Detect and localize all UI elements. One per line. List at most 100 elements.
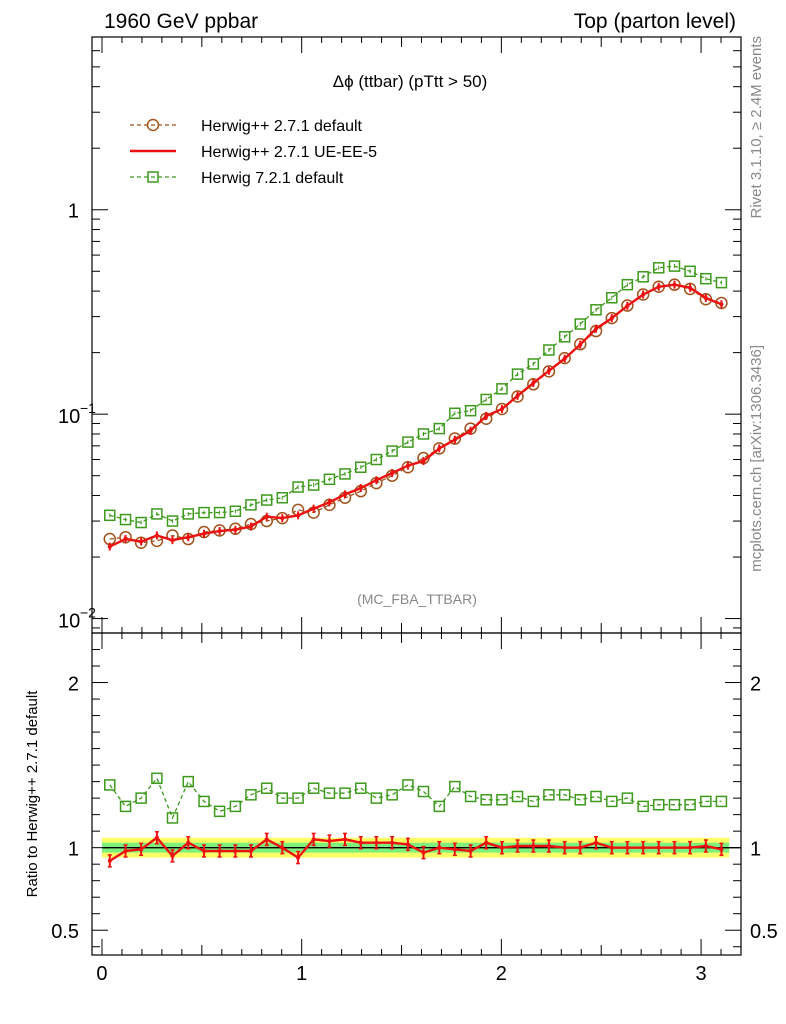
ratio-ue-ee5-point [374, 840, 379, 845]
herwig721-point [684, 265, 696, 278]
ratio-xtick-labels: 0 1 2 3 [96, 963, 706, 985]
ue-ee5-point [719, 302, 724, 307]
ratio-ue-ee5-point [123, 848, 128, 853]
ratio-ue-ee5-point [437, 845, 442, 850]
ratio-herwig721-point [558, 789, 571, 801]
ue-ee5-point [656, 284, 661, 289]
ratio-ue-ee5-point [390, 840, 395, 845]
ue-ee5-point [358, 486, 363, 491]
legend-label-3: Herwig 7.2.1 default [201, 170, 344, 187]
watermark: (MC_FBA_TTBAR) [357, 591, 477, 607]
ue-ee5-point [233, 527, 238, 532]
ratio-herwig721-point [621, 792, 634, 804]
herwig721-point [229, 505, 242, 517]
ratio-herwig721-point [292, 792, 304, 804]
ue-ee5-point [703, 296, 708, 301]
ratio-herwig721-point [543, 789, 555, 801]
ratio-ue-ee5-point [688, 845, 693, 850]
herwig721-point [182, 508, 195, 520]
ratio-ue-ee5-point [280, 845, 285, 850]
ratio-ue-ee5-point [562, 845, 567, 850]
ratio-ue-ee5-point [531, 844, 536, 849]
ratio-ue-ee5-point [296, 855, 301, 860]
ue-ee5-point [170, 538, 175, 543]
herwig721-point [213, 506, 226, 519]
herwig721-point [606, 292, 618, 304]
ue-ee5-point [202, 531, 207, 536]
ratio-herwig721-point [574, 794, 586, 806]
main-frame [91, 36, 742, 634]
main-ytick-exp: −1 [80, 400, 96, 416]
main-ytick-labels: 10 −210 −11 [58, 201, 96, 633]
ratio-herwig721-point [433, 800, 446, 813]
xtick-label: 2 [496, 963, 507, 985]
ue-ee5-point [405, 463, 410, 468]
ratio-ytick-label-right: 2 [750, 674, 761, 696]
ue-ee5-point [217, 529, 222, 534]
ratio-ue-ee5-point [578, 845, 583, 850]
ratio-herwig721-point [606, 795, 618, 808]
ue-ee5-point [107, 544, 112, 549]
ue-ee5-point [546, 368, 551, 373]
ratio-ue-ee5-point [609, 845, 614, 850]
ue-ee5-point [311, 506, 316, 511]
ratio-ue-ee5-point [264, 837, 269, 842]
ue-ee5-point [248, 524, 253, 529]
herwigpp-default-point [605, 311, 619, 325]
ratio-ue-ee5-point [217, 848, 222, 853]
ratio-ue-ee5-point [358, 840, 363, 845]
ratio-ue-ee5-point [202, 848, 207, 853]
herwig721-point [449, 407, 461, 420]
ue-ee5-point [578, 342, 583, 347]
ratio-ue-ee5-point [546, 844, 551, 849]
ratio-herwig721-point [119, 800, 132, 813]
ratio-ue-ee5-point [327, 839, 332, 844]
herwig721-point [433, 422, 446, 435]
ue-ee5-point [186, 535, 191, 540]
main-series [103, 260, 728, 551]
ratio-ue-ee5-point [719, 847, 724, 852]
main-ytick-label: 10 −2 [58, 605, 96, 633]
ratio-herwig721-point [260, 782, 273, 794]
ratio-herwig721-point [151, 772, 163, 785]
xtick-label: 1 [296, 963, 307, 985]
herwig721-point [621, 278, 634, 291]
herwig721-point [637, 271, 649, 283]
ue-ee5-point [343, 492, 348, 497]
herwig721-point [323, 473, 336, 486]
herwig721-point [402, 436, 414, 448]
herwigpp-default-point [542, 365, 556, 378]
herwig721-point [245, 499, 257, 511]
herwig721-point [386, 445, 398, 457]
ratio-ue-ee5-point [233, 848, 238, 853]
header-right: Top (parton level) [574, 10, 736, 33]
herwig721-point [355, 461, 367, 473]
ue-ee5-point [154, 533, 159, 538]
herwig721-point [339, 468, 351, 480]
ratio-ue-ee5-point [343, 837, 348, 842]
main-ytick-base: 10 [58, 611, 80, 633]
ratio-herwig721-point [370, 792, 383, 804]
ue-ee5-point [609, 316, 614, 321]
legend-entry-3: Herwig 7.2.1 default [130, 170, 344, 187]
ratio-herwig721-point [339, 787, 351, 799]
legend-entry-1: Herwig++ 2.7.1 default [130, 118, 363, 135]
ratio-ue-ee5-point [311, 837, 316, 842]
herwigpp-default-point [495, 402, 509, 416]
side-mcplots-label: mcplots.cern.ch [arXiv:1306.3436] [748, 345, 765, 572]
ratio-ue-ee5-point [672, 845, 677, 850]
herwigpp-default-point [511, 390, 524, 403]
ue-ee5-point [264, 514, 269, 519]
series-herwigpp-default-line [109, 284, 722, 544]
ratio-ue-ee5-point [625, 845, 630, 850]
ratio-herwig721-line [109, 777, 722, 820]
ratio-herwig721-point [449, 780, 461, 793]
ratio-ytick-labels: 0.5 0.5 1 1 2 2 [51, 674, 778, 944]
herwig721-point [543, 344, 555, 356]
main-ytick-label: 10 −1 [58, 400, 96, 428]
ue-ee5-point [672, 282, 677, 287]
legend-entry-2: Herwig++ 2.7.1 UE-EE-5 [130, 144, 377, 161]
ratio-ue-ee5-point [641, 845, 646, 850]
ratio-ytick-label-right: 0.5 [750, 921, 778, 943]
ratio-herwig721-point [245, 789, 257, 801]
